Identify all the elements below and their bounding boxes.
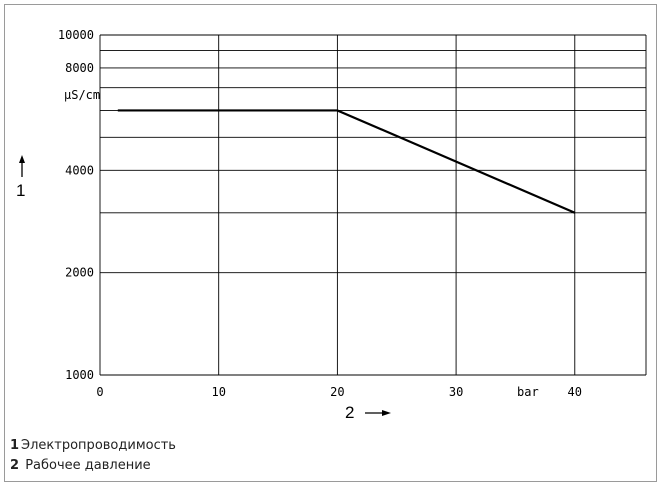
series-line-1 — [117, 109, 576, 214]
legend-item-1-number: 1 — [10, 438, 20, 453]
y-tick-labels: 10000 8000 4000 2000 1000 — [58, 28, 94, 382]
x-tick-label-10: 10 — [211, 385, 225, 399]
y-axis-arrow-head — [19, 155, 25, 163]
y-tick-label-4000: 4000 — [65, 163, 94, 177]
y-axis-marker-label: 1 — [16, 181, 25, 200]
horizontal-gridlines — [100, 34, 646, 376]
x-tick-label-0: 0 — [96, 385, 103, 399]
y-tick-label-1000: 1000 — [65, 368, 94, 382]
figure-frame — [4, 4, 657, 482]
x-axis-marker-label: 2 — [345, 403, 354, 422]
y-tick-label-8000: 8000 — [65, 61, 94, 75]
y-tick-label-10000: 10000 — [58, 28, 94, 42]
legend-item-1: 1 Электропроводимость — [10, 438, 176, 453]
x-axis-marker: 2 — [345, 403, 391, 422]
series-lines — [117, 109, 576, 214]
legend-item-2-number: 2 — [10, 458, 20, 473]
legend-item-1-text: Электропроводимость — [21, 438, 176, 453]
x-axis-arrow-head — [382, 410, 391, 416]
legend-item-2-text: Рабочее давление — [25, 458, 151, 473]
vertical-gridlines — [99, 35, 647, 375]
x-tick-label-30: 30 — [449, 385, 463, 399]
x-tick-labels: 0 10 20 30 40 — [96, 385, 582, 399]
y-tick-label-2000: 2000 — [65, 266, 94, 280]
x-tick-label-40: 40 — [568, 385, 582, 399]
y-axis-marker: 1 — [16, 155, 25, 200]
x-tick-label-20: 20 — [330, 385, 344, 399]
x-unit-label: bar — [517, 385, 539, 399]
y-unit-label: µS/cm — [64, 88, 100, 102]
legend-item-2: 2 Рабочее давление — [10, 458, 151, 473]
